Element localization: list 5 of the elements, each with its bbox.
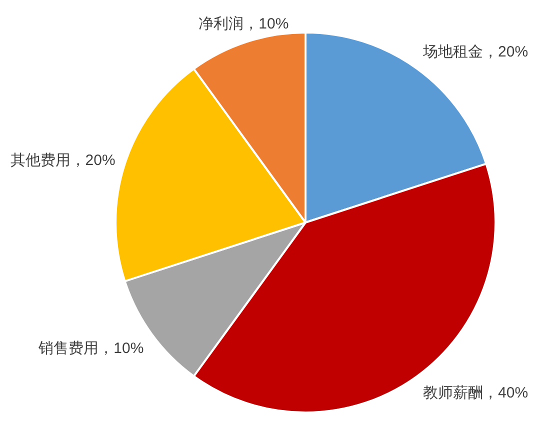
slice-label: 教师薪酬，40% — [423, 384, 528, 402]
slice-label: 场地租金，20% — [422, 44, 528, 61]
slice-label: 其他费用，20% — [10, 152, 116, 170]
slice-label: 净利润，10% — [198, 15, 289, 32]
slice-label: 销售费用，10% — [38, 340, 144, 358]
